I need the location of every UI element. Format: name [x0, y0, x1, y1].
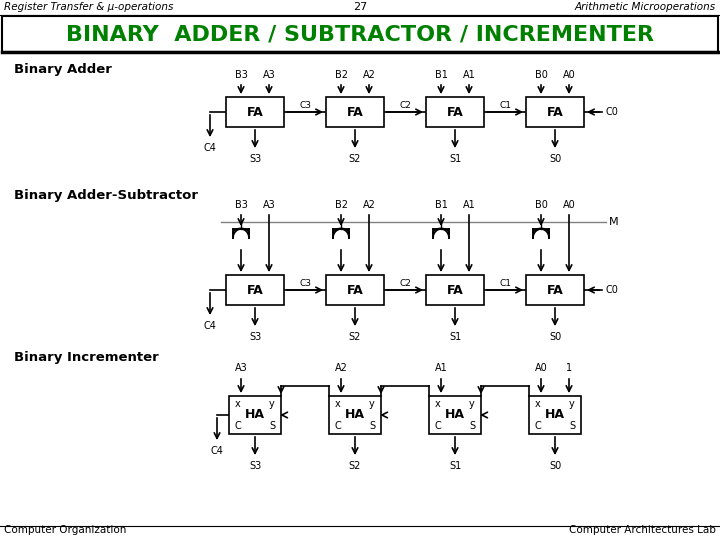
- Text: A1: A1: [435, 363, 447, 373]
- Text: S: S: [269, 421, 275, 431]
- Text: B1: B1: [435, 70, 447, 80]
- Text: A1: A1: [463, 70, 475, 80]
- Text: Computer Organization: Computer Organization: [4, 525, 127, 535]
- Text: C: C: [435, 421, 441, 431]
- Text: y: y: [369, 399, 375, 409]
- Text: x: x: [235, 399, 241, 409]
- Text: C0: C0: [606, 285, 618, 295]
- Text: A0: A0: [535, 363, 547, 373]
- Text: B2: B2: [335, 200, 348, 210]
- Text: A3: A3: [263, 200, 275, 210]
- Text: B0: B0: [534, 200, 547, 210]
- Text: C4: C4: [210, 446, 223, 456]
- Text: A1: A1: [463, 200, 475, 210]
- Text: FA: FA: [247, 105, 264, 118]
- Text: C3: C3: [299, 102, 311, 111]
- Text: HA: HA: [345, 408, 365, 422]
- Text: B1: B1: [435, 200, 447, 210]
- Text: A2: A2: [335, 363, 348, 373]
- Bar: [426, 275, 484, 305]
- Text: Register Transfer & μ-operations: Register Transfer & μ-operations: [4, 2, 174, 12]
- Bar: [526, 275, 584, 305]
- Text: FA: FA: [346, 105, 364, 118]
- Text: x: x: [435, 399, 441, 409]
- Text: C1: C1: [499, 102, 511, 111]
- Text: x: x: [535, 399, 541, 409]
- Text: C4: C4: [204, 143, 217, 153]
- Text: S0: S0: [549, 154, 561, 164]
- Text: A2: A2: [363, 70, 375, 80]
- Text: A2: A2: [363, 200, 375, 210]
- Text: S3: S3: [249, 332, 261, 342]
- Text: HA: HA: [245, 408, 265, 422]
- Text: FA: FA: [546, 105, 563, 118]
- Text: S3: S3: [249, 461, 261, 471]
- Bar: [226, 97, 284, 127]
- Text: S1: S1: [449, 461, 461, 471]
- Text: B3: B3: [235, 70, 248, 80]
- Bar: [229, 396, 281, 434]
- Text: x: x: [335, 399, 341, 409]
- Text: FA: FA: [546, 284, 563, 296]
- Text: C0: C0: [606, 107, 618, 117]
- Text: A0: A0: [562, 70, 575, 80]
- Text: B2: B2: [335, 70, 348, 80]
- Text: FA: FA: [446, 105, 464, 118]
- Text: S: S: [469, 421, 475, 431]
- Text: C: C: [535, 421, 541, 431]
- Text: S2: S2: [348, 154, 361, 164]
- Bar: [326, 97, 384, 127]
- Text: FA: FA: [346, 284, 364, 296]
- Text: y: y: [269, 399, 275, 409]
- Text: Binary Adder-Subtractor: Binary Adder-Subtractor: [14, 188, 198, 201]
- Text: A0: A0: [562, 200, 575, 210]
- Text: C: C: [335, 421, 341, 431]
- Text: HA: HA: [445, 408, 465, 422]
- Text: A3: A3: [235, 363, 248, 373]
- Text: S1: S1: [449, 332, 461, 342]
- Bar: [429, 396, 481, 434]
- Text: A3: A3: [263, 70, 275, 80]
- Text: C1: C1: [499, 280, 511, 288]
- Text: B3: B3: [235, 200, 248, 210]
- Text: M: M: [609, 217, 618, 227]
- Text: S3: S3: [249, 154, 261, 164]
- Text: FA: FA: [247, 284, 264, 296]
- Text: 27: 27: [353, 2, 367, 12]
- Text: HA: HA: [545, 408, 565, 422]
- Text: C4: C4: [204, 321, 217, 331]
- Text: 1: 1: [566, 363, 572, 373]
- Bar: [426, 97, 484, 127]
- Text: C2: C2: [399, 102, 411, 111]
- Text: S1: S1: [449, 154, 461, 164]
- Text: C2: C2: [399, 280, 411, 288]
- Text: S: S: [369, 421, 375, 431]
- Bar: [329, 396, 381, 434]
- Text: S0: S0: [549, 332, 561, 342]
- Text: Binary Adder: Binary Adder: [14, 64, 112, 77]
- Text: S0: S0: [549, 461, 561, 471]
- Text: C: C: [235, 421, 241, 431]
- Text: C3: C3: [299, 280, 311, 288]
- Text: S: S: [569, 421, 575, 431]
- Bar: [2, 16, 718, 52]
- Text: FA: FA: [446, 284, 464, 296]
- Text: y: y: [569, 399, 575, 409]
- Text: Binary Incrementer: Binary Incrementer: [14, 352, 158, 365]
- Text: B0: B0: [534, 70, 547, 80]
- Text: BINARY  ADDER / SUBTRACTOR / INCREMENTER: BINARY ADDER / SUBTRACTOR / INCREMENTER: [66, 24, 654, 44]
- Text: Arithmetic Microoperations: Arithmetic Microoperations: [575, 2, 716, 12]
- Bar: [526, 97, 584, 127]
- Bar: [226, 275, 284, 305]
- Text: S2: S2: [348, 332, 361, 342]
- Bar: [529, 396, 581, 434]
- Text: S2: S2: [348, 461, 361, 471]
- Bar: [326, 275, 384, 305]
- Text: y: y: [469, 399, 475, 409]
- Text: Computer Architectures Lab: Computer Architectures Lab: [569, 525, 716, 535]
